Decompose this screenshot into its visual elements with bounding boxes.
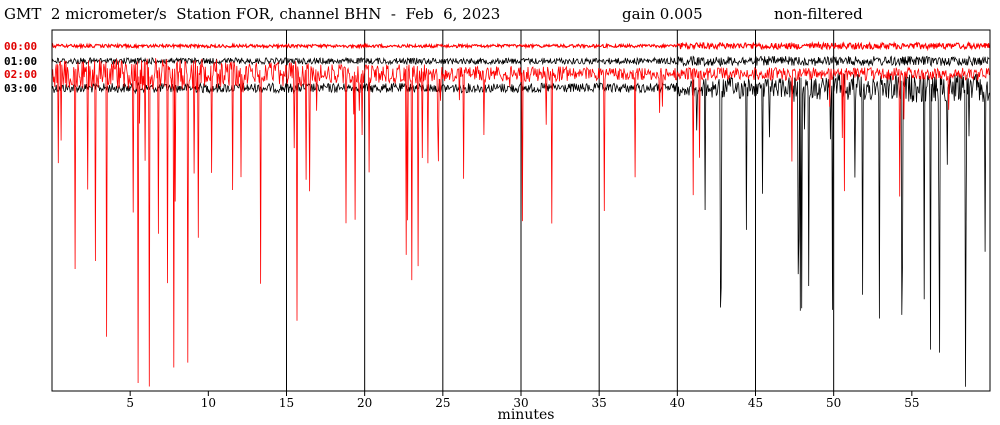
trace-0000 [51,40,990,52]
tick-layer: 5 10 15 20 25 30 35 40 45 50 55 [126,391,919,410]
trace-0300 [51,73,990,387]
gain-label: gain 0.005 [622,5,703,23]
x-tick-label-20: 20 [357,396,372,410]
trace-layer [51,40,990,387]
filter-label: non-filtered [774,5,863,23]
trace-label-0100: 01:00 [4,55,37,68]
trace-0100 [51,55,990,68]
x-tick-label-30: 30 [513,396,528,410]
x-tick-label-15: 15 [279,396,294,410]
x-axis-title: minutes [498,407,555,423]
trace-label-0300: 03:00 [4,82,37,95]
x-tick-label-35: 35 [592,396,607,410]
chart-title: GMT 2 micrometer/s Station FOR, channel … [4,5,501,23]
x-tick-label-25: 25 [435,396,450,410]
x-tick-label-50: 50 [826,396,841,410]
trace-label-0200: 02:00 [4,68,37,81]
x-tick-label-5: 5 [126,396,134,410]
trace-0200 [51,58,990,387]
x-tick-label-45: 45 [748,396,763,410]
x-tick-label-10: 10 [201,396,216,410]
x-tick-label-40: 40 [670,396,685,410]
trace-label-0000: 00:00 [4,40,37,53]
x-tick-label-55: 55 [904,396,919,410]
